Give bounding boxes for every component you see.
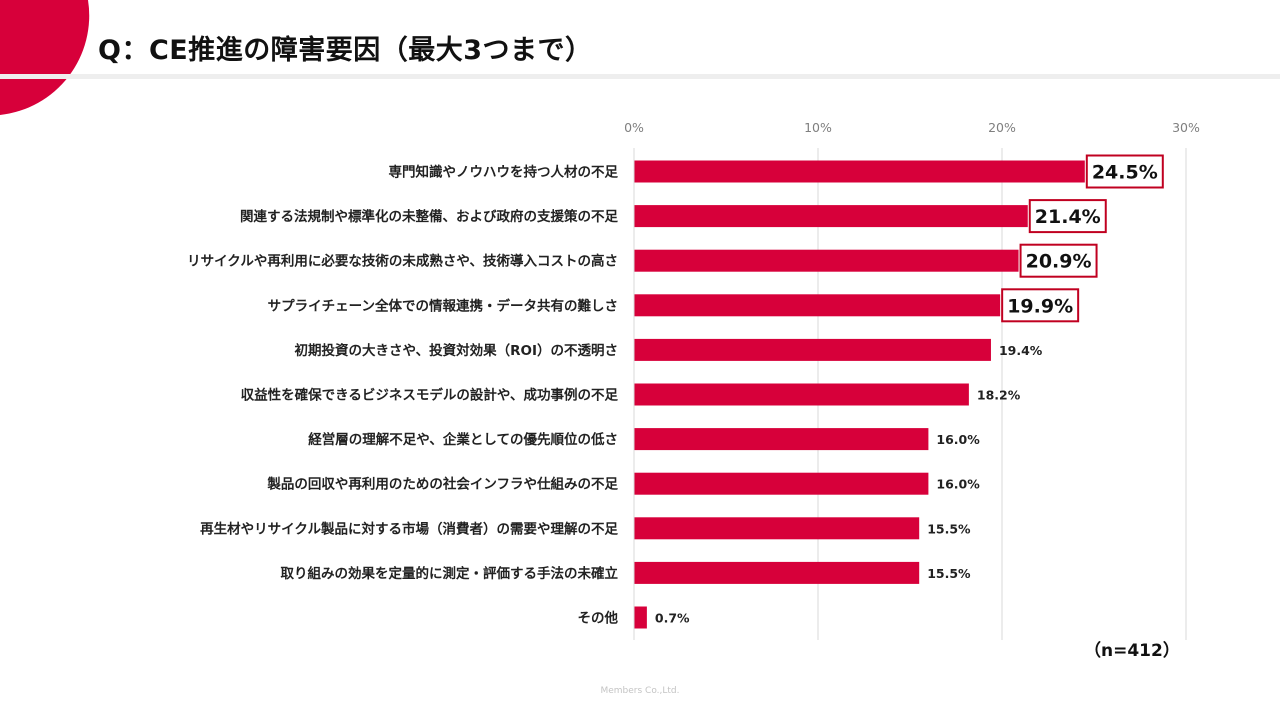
category-label: 取り組みの効果を定量的に測定・評価する手法の未確立	[281, 565, 619, 582]
bar	[634, 428, 929, 451]
highlight-box	[1019, 243, 1098, 278]
category-label: サプライチェーン全体での情報連携・データ共有の難しさ	[268, 297, 618, 314]
data-label: 24.5%	[1092, 162, 1158, 184]
slide-title: Q：CE推進の障害要因（最大3つまで）	[98, 35, 593, 66]
bar	[634, 561, 920, 584]
bar	[634, 517, 920, 540]
category-label: 製品の回収や再利用のための社会インフラや仕組みの不足	[266, 476, 618, 493]
data-label: 16.0%	[936, 477, 980, 492]
highlight-box	[1001, 288, 1080, 323]
data-label: 21.4%	[1035, 206, 1101, 228]
bar	[634, 338, 991, 361]
category-label: 初期投資の大きさや、投資対効果（ROI）の不透明さ	[295, 342, 619, 359]
bar	[634, 472, 929, 495]
category-label: その他	[578, 610, 619, 627]
bar	[634, 606, 647, 629]
category-label: 専門知識やノウハウを持つ人材の不足	[389, 164, 619, 181]
category-label: リサイクルや再利用に必要な技術の未成熟さや、技術導入コストの高さ	[187, 253, 618, 270]
sample-size-label: （n=412）	[1084, 641, 1180, 661]
data-label: 15.5%	[927, 521, 971, 536]
data-label: 16.0%	[936, 432, 980, 447]
data-label: 15.5%	[927, 566, 971, 581]
bar	[634, 249, 1019, 272]
data-label: 19.9%	[1007, 295, 1073, 317]
bar	[634, 294, 1001, 317]
corner-accent-shape	[0, 0, 90, 115]
title-divider	[0, 74, 1280, 79]
category-label: 経営層の理解不足や、企業としての優先順位の低さ	[308, 431, 618, 448]
bar	[634, 383, 969, 406]
footer-copyright: Members Co.,Ltd.	[600, 686, 680, 696]
data-label: 19.4%	[999, 343, 1043, 358]
x-tick-label: 0%	[624, 120, 644, 135]
bar	[634, 160, 1085, 183]
x-tick-label: 30%	[1172, 120, 1200, 135]
data-label: 20.9%	[1026, 251, 1092, 273]
bar	[634, 205, 1028, 228]
category-label: 関連する法規制や標準化の未整備、および政府の支援策の不足	[240, 208, 618, 225]
data-label: 18.2%	[977, 388, 1021, 403]
x-tick-label: 10%	[804, 120, 832, 135]
highlight-box	[1028, 199, 1107, 234]
data-label: 0.7%	[655, 611, 690, 626]
category-label: 再生材やリサイクル製品に対する市場（消費者）の需要や理解の不足	[200, 520, 618, 537]
highlight-box	[1085, 154, 1164, 189]
x-tick-label: 20%	[988, 120, 1016, 135]
category-label: 収益性を確保できるビジネスモデルの設計や、成功事例の不足	[241, 387, 619, 404]
